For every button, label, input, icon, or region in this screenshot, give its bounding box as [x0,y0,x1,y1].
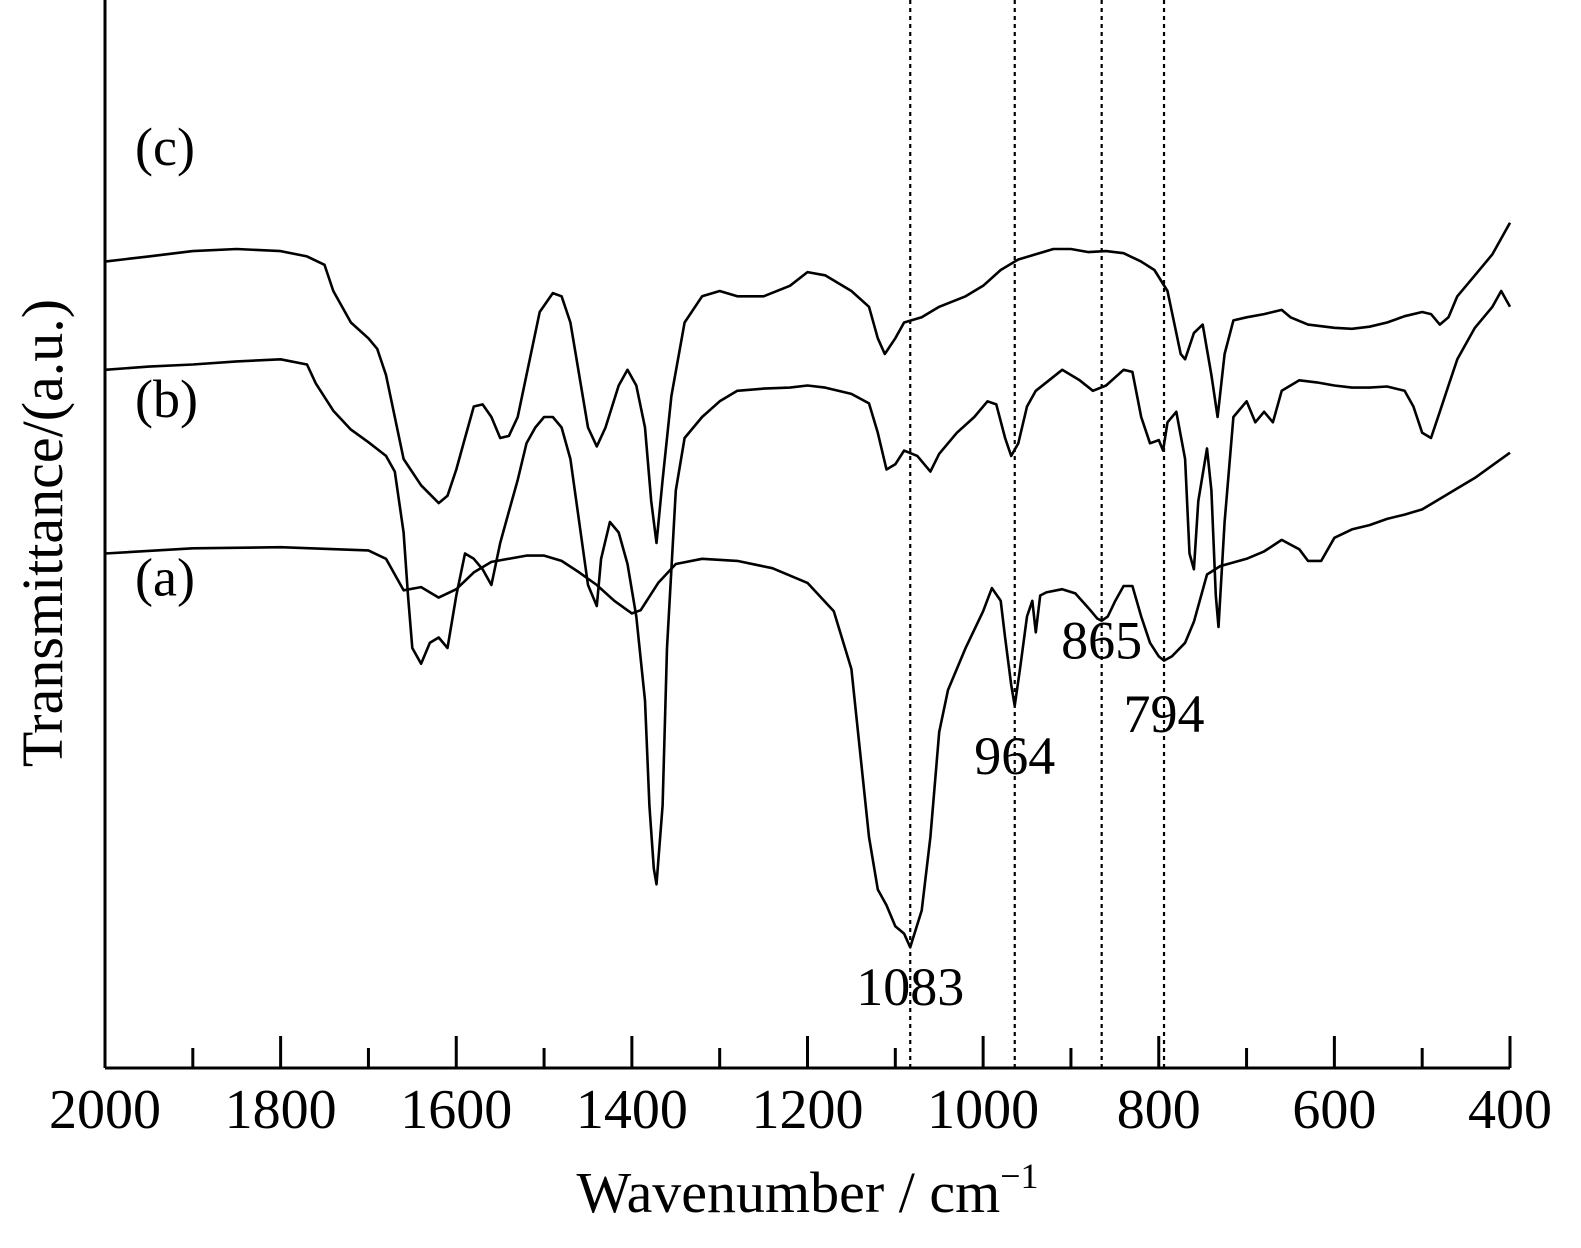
x-tick-label: 2000 [49,1079,161,1141]
series-label: (a) [135,548,195,608]
x-tick-label: 1800 [225,1079,337,1141]
series-label: (b) [135,369,198,429]
series-labels: (a) (b) (c) [135,117,198,608]
x-tick-label: 1600 [400,1079,512,1141]
peak-label: 964 [974,726,1055,786]
x-tick-label: 800 [1117,1079,1201,1141]
x-axis-title-superscript: −1 [1000,1156,1038,1196]
axes: 2000 1800 1600 1400 1200 1000 800 600 400 [49,0,1552,1141]
peak-label: 865 [1061,611,1142,671]
series-line-b [104,289,1512,886]
reference-lines [909,0,1166,1068]
x-axis-title: Wavenumber / cm−1 [576,1156,1038,1225]
x-tick-label: 400 [1468,1079,1552,1141]
y-axis-title: Transmittance/(a.u.) [10,299,75,767]
x-tick-labels: 2000 1800 1600 1400 1200 1000 800 600 400 [49,1079,1552,1141]
series-line-a [104,451,1511,949]
series-label: (c) [135,117,195,177]
x-tick-label: 1400 [576,1079,688,1141]
x-axis-title-main: Wavenumber / cm [576,1160,1000,1225]
series-line-c [104,222,1512,545]
spectra-traces [104,222,1512,949]
x-ticks [103,1036,1512,1068]
x-tick-label: 600 [1292,1079,1376,1141]
x-tick-label: 1200 [752,1079,864,1141]
peak-label: 1083 [856,957,964,1017]
peak-label: 794 [1124,684,1205,744]
x-tick-label: 1000 [927,1079,1039,1141]
